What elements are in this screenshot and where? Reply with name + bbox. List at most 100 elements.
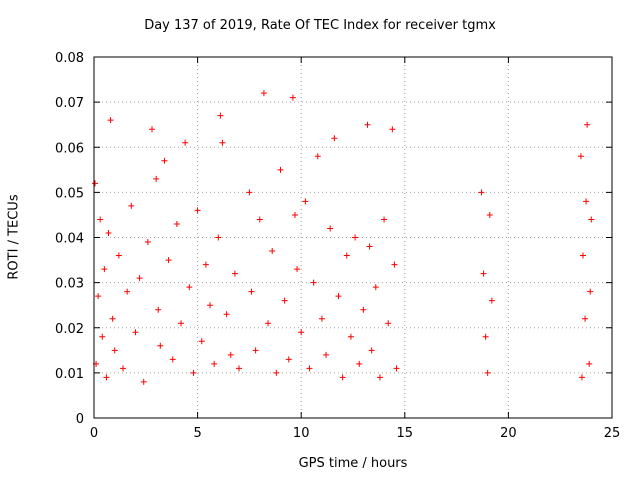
data-point-marker	[161, 157, 168, 164]
data-point-marker	[381, 216, 388, 223]
x-tick-label: 15	[397, 426, 414, 441]
data-point-marker	[339, 374, 346, 381]
data-point-marker	[298, 329, 305, 336]
data-point-marker	[314, 153, 321, 160]
data-point-marker	[231, 270, 238, 277]
chart-title: Day 137 of 2019, Rate Of TEC Index for r…	[144, 18, 496, 33]
data-point-marker	[376, 374, 383, 381]
data-point-marker	[578, 374, 585, 381]
data-point-marker	[132, 329, 139, 336]
data-point-marker	[248, 288, 255, 295]
data-point-marker	[372, 284, 379, 291]
data-point-marker	[484, 369, 491, 376]
data-point-marker	[352, 234, 359, 241]
data-point-marker	[215, 234, 222, 241]
data-point-marker	[273, 369, 280, 376]
y-tick-label: 0.06	[55, 141, 84, 156]
data-point-marker	[291, 211, 298, 218]
y-tick-label: 0	[76, 412, 84, 427]
data-point-marker	[95, 293, 102, 300]
data-point-marker	[92, 180, 99, 187]
y-tick-label: 0.04	[55, 232, 84, 247]
data-point-marker	[368, 347, 375, 354]
data-point-marker	[265, 320, 272, 327]
data-point-marker	[289, 94, 296, 101]
data-point-marker	[583, 198, 590, 205]
data-point-marker	[366, 243, 373, 250]
data-point-marker	[327, 225, 334, 232]
data-point-marker	[260, 90, 267, 97]
data-point-marker	[223, 311, 230, 318]
data-point-marker	[227, 351, 234, 358]
data-point-marker	[111, 347, 118, 354]
data-point-marker	[186, 284, 193, 291]
data-point-marker	[173, 220, 180, 227]
data-point-marker	[310, 279, 317, 286]
x-tick-label: 0	[90, 426, 98, 441]
data-point-marker	[128, 202, 135, 209]
data-point-marker	[579, 252, 586, 259]
y-tick-label: 0.02	[55, 322, 84, 337]
data-point-marker	[97, 216, 104, 223]
data-point-marker	[356, 360, 363, 367]
data-point-marker	[149, 126, 156, 133]
data-point-marker	[343, 252, 350, 259]
data-points	[92, 90, 595, 385]
data-point-marker	[109, 315, 116, 322]
data-point-marker	[198, 338, 205, 345]
data-point-marker	[101, 266, 108, 273]
data-point-marker	[389, 126, 396, 133]
axes: 0 5 10 15 20 25 0 0.01 0.02 0.03 0.04 0.05 0.06 0.07 0…	[55, 51, 620, 441]
data-point-marker	[488, 297, 495, 304]
data-point-marker	[124, 288, 131, 295]
data-point-marker	[582, 315, 589, 322]
data-point-marker	[587, 288, 594, 295]
data-point-marker	[482, 333, 489, 340]
data-point-marker	[190, 369, 197, 376]
data-point-marker	[588, 216, 595, 223]
data-point-marker	[246, 189, 253, 196]
data-point-marker	[256, 216, 263, 223]
data-point-marker	[586, 360, 593, 367]
data-point-marker	[294, 266, 301, 273]
data-point-marker	[178, 320, 185, 327]
data-point-marker	[252, 347, 259, 354]
data-point-marker	[219, 139, 226, 146]
data-point-marker	[323, 351, 330, 358]
data-point-marker	[478, 189, 485, 196]
data-point-marker	[194, 207, 201, 214]
data-point-marker	[157, 342, 164, 349]
data-point-marker	[364, 121, 371, 128]
y-tick-label: 0.01	[55, 367, 84, 382]
x-tick-label: 5	[193, 426, 201, 441]
data-point-marker	[217, 112, 224, 119]
data-point-marker	[281, 297, 288, 304]
data-point-marker	[107, 117, 114, 124]
data-point-marker	[318, 315, 325, 322]
plot-frame	[93, 56, 613, 419]
data-point-marker	[584, 121, 591, 128]
data-point-marker	[347, 333, 354, 340]
data-point-marker	[393, 365, 400, 372]
data-point-marker	[360, 306, 367, 313]
data-point-marker	[140, 378, 147, 385]
data-point-marker	[302, 198, 309, 205]
data-point-marker	[269, 248, 276, 255]
data-point-marker	[99, 333, 106, 340]
data-point-marker	[182, 139, 189, 146]
data-point-marker	[211, 360, 218, 367]
data-point-marker	[391, 261, 398, 268]
data-point-marker	[480, 270, 487, 277]
data-point-marker	[115, 252, 122, 259]
x-axis-label: GPS time / hours	[298, 456, 408, 471]
y-tick-label: 0.03	[55, 277, 84, 292]
data-point-marker	[331, 135, 338, 142]
x-tick-label: 10	[293, 426, 310, 441]
data-point-marker	[236, 365, 243, 372]
x-tick-label: 25	[604, 426, 621, 441]
data-point-marker	[136, 275, 143, 282]
data-point-marker	[153, 175, 160, 182]
data-point-marker	[285, 356, 292, 363]
data-point-marker	[385, 320, 392, 327]
